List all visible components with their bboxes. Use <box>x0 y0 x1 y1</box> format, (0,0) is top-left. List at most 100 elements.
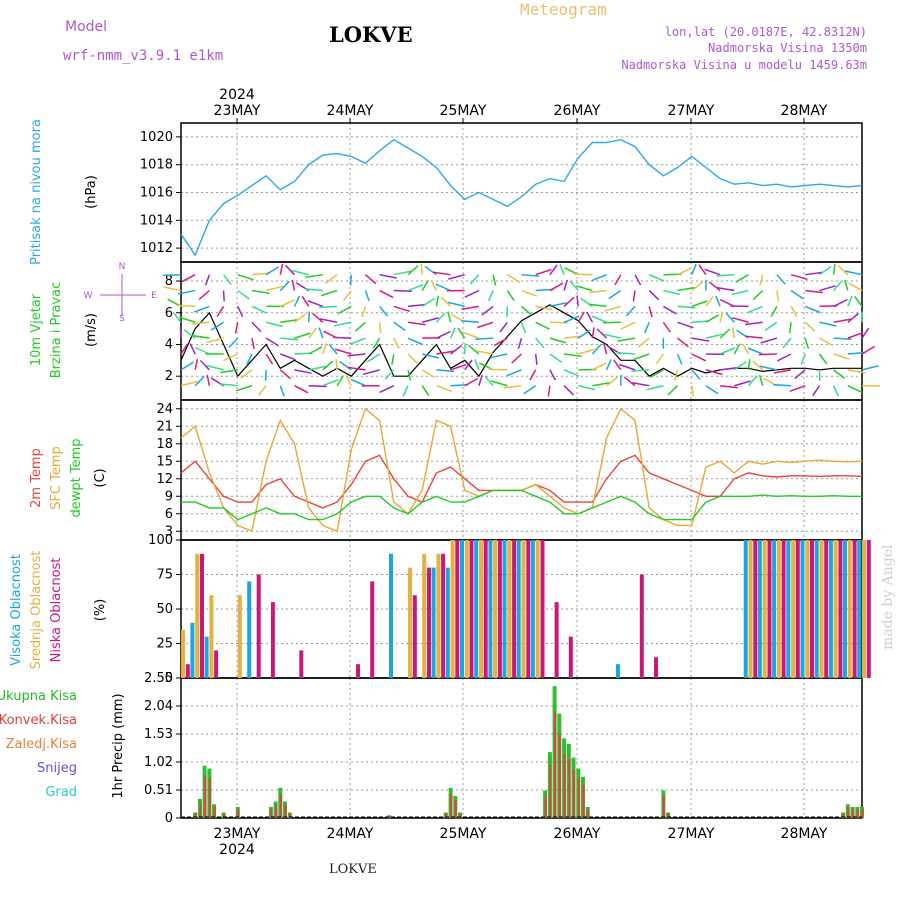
wind-barb <box>662 321 672 333</box>
y-tick-label: 0.51 <box>144 783 173 798</box>
date-label-bottom: 23MAY <box>214 826 261 842</box>
wind-barb <box>424 265 437 276</box>
wind-barb <box>450 344 463 355</box>
wind-barb <box>489 368 508 371</box>
wind-barb <box>523 385 537 395</box>
cloud-bar-low <box>299 650 304 678</box>
wind-barb <box>535 268 552 276</box>
wind-barb <box>333 336 352 339</box>
cloud-bar-high <box>474 540 479 678</box>
cloud-bar-high <box>616 664 620 678</box>
wind-barb <box>818 353 828 365</box>
cloud-bar-high <box>516 540 521 678</box>
wind-barb <box>861 365 879 371</box>
cloud-bar-mid <box>408 567 412 678</box>
wind-barb <box>511 353 523 364</box>
wind-barb <box>745 321 763 326</box>
wind-barb <box>264 369 267 381</box>
wind-barb <box>790 273 808 281</box>
wind-barb <box>265 353 274 365</box>
wind-barb <box>181 274 196 283</box>
wind-barb <box>461 305 480 310</box>
wind-barb <box>280 318 298 324</box>
wind-barb <box>648 306 653 318</box>
cloud-bar-mid <box>209 595 214 678</box>
y-tick-label: 21 <box>156 419 173 434</box>
wind-barb <box>854 296 863 307</box>
wind-barb <box>698 264 707 276</box>
wind-barb <box>474 359 480 371</box>
wind-barb <box>237 289 250 300</box>
wind-barb <box>506 369 522 377</box>
wind-barb <box>294 369 312 374</box>
y-tick-label: 9 <box>165 489 173 504</box>
wind-barb <box>350 337 366 345</box>
cloud-bar-high <box>204 636 209 678</box>
wind-barb <box>422 353 440 359</box>
wind-barb <box>199 359 210 371</box>
cloud-bar-high <box>757 540 762 678</box>
wind-barb <box>833 280 843 292</box>
temp-label-sfc: SFC Temp <box>49 446 64 510</box>
date-label-top: 23MAY <box>214 103 261 119</box>
wind-barb <box>549 353 563 363</box>
wind-barb <box>617 351 636 355</box>
wind-barb <box>294 385 309 394</box>
compass-w: W <box>84 291 93 301</box>
model-elevation-label: Nadmorska Visina u modelu 1459.63m <box>621 58 867 72</box>
wind-barb <box>547 385 551 397</box>
wind-barb <box>219 383 238 387</box>
wind-barb <box>251 272 270 276</box>
date-label-top: 26MAY <box>554 103 601 119</box>
wind-barb <box>481 305 494 316</box>
wind-barb <box>819 265 832 276</box>
cloud-bar-low <box>540 540 545 678</box>
wind-barb <box>521 305 533 316</box>
wind-barb <box>719 347 736 355</box>
wind-barb <box>563 385 575 396</box>
wind-barb <box>773 369 792 374</box>
wind-barb <box>487 290 494 302</box>
wind-barb <box>407 353 418 364</box>
cloud-bar-low <box>654 657 658 678</box>
wind-barb <box>549 282 564 292</box>
wind-barb <box>719 298 735 308</box>
wind-barb <box>634 274 642 286</box>
cloud-bar-mid <box>195 553 200 678</box>
cloud-bar-low <box>866 540 871 678</box>
pressure-label: Pritisak na nivou mora <box>29 119 44 265</box>
wind-barb <box>322 379 339 387</box>
wind-barb <box>705 333 723 339</box>
precip-bar-conv <box>558 734 561 818</box>
wind-barb <box>691 263 697 275</box>
precip-bar-conv <box>289 813 292 818</box>
cloud-bar-high <box>857 540 862 678</box>
wind-barb <box>608 289 622 300</box>
wind-barb <box>833 369 846 379</box>
wind-barb <box>752 360 764 371</box>
precip-bar-conv <box>445 813 448 818</box>
wind-barb <box>650 369 664 379</box>
y-tick-label: 3 <box>165 524 173 539</box>
cloud-bar-low <box>427 567 431 678</box>
precip-label-1: Konvek.Kisa <box>0 713 77 728</box>
precip-bar-conv <box>861 809 864 818</box>
wind-barb <box>490 380 508 387</box>
wind-barb <box>301 295 310 307</box>
wind-barb <box>603 333 621 339</box>
wind-barb <box>735 274 749 283</box>
wind-barb <box>493 337 508 347</box>
wind-barb <box>563 315 580 323</box>
wind-unit: (m/s) <box>84 313 99 347</box>
cloud-bar-mid <box>493 540 498 678</box>
precip-bar-conv <box>852 809 854 818</box>
wind-barb <box>691 369 701 380</box>
wind-barb <box>832 385 839 397</box>
wind-barb <box>206 374 211 386</box>
cloud-bar-low <box>526 540 531 678</box>
year-label-top: 2024 <box>219 87 255 103</box>
wind-barb <box>819 285 836 292</box>
precip-label-4: Grad <box>45 785 77 800</box>
cloud-bar-mid <box>791 540 796 678</box>
date-label-bottom: 28MAY <box>781 826 828 842</box>
